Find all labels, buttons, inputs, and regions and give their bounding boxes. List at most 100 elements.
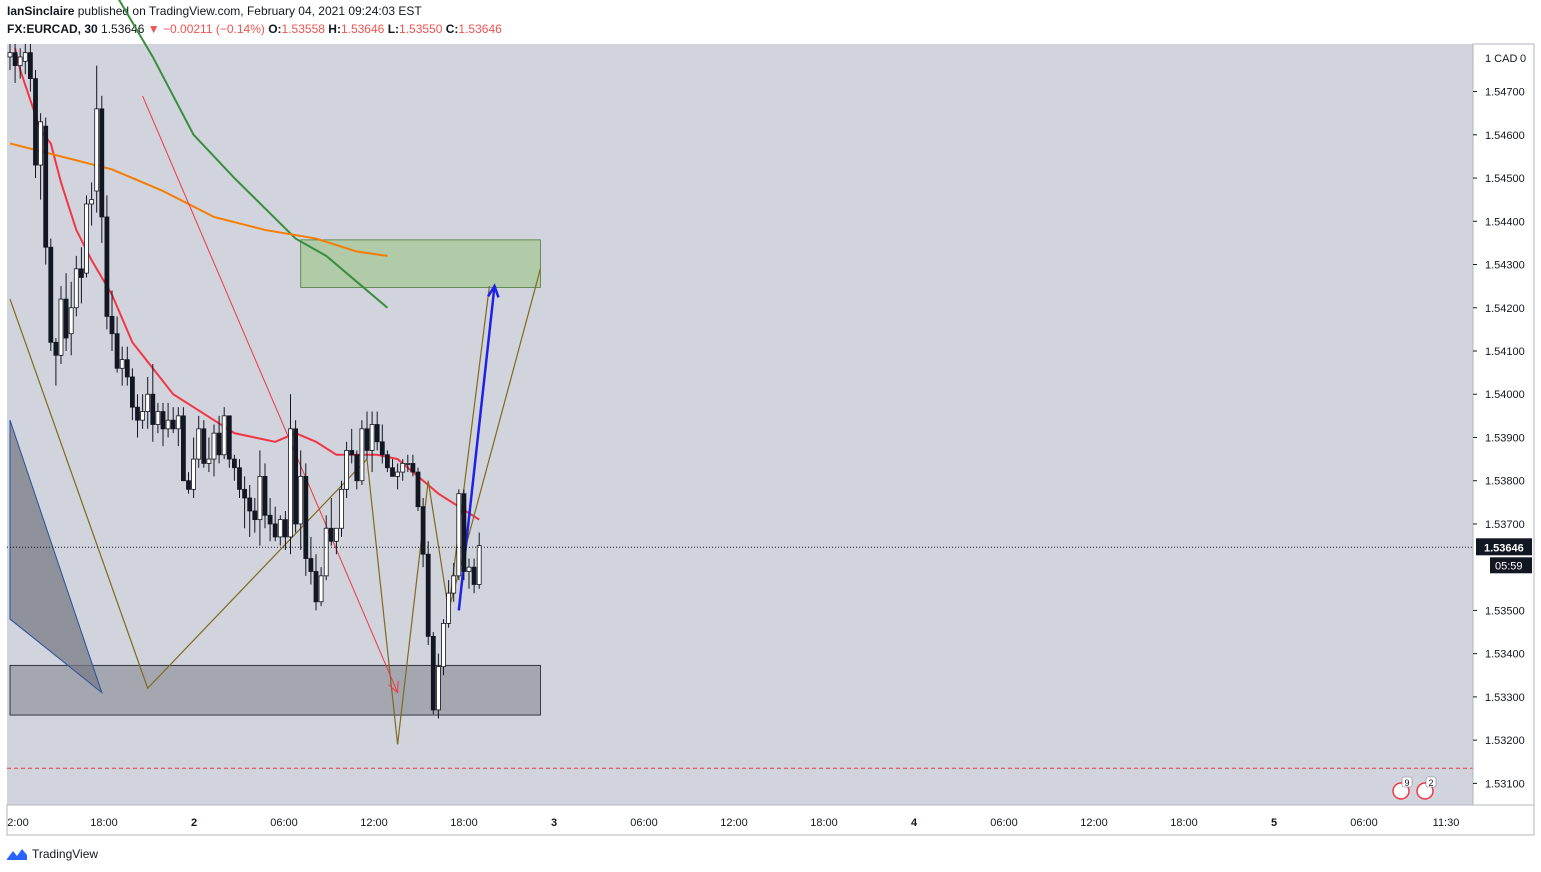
candle-body	[160, 411, 166, 430]
candle-body	[293, 428, 299, 525]
candle-body	[333, 527, 339, 542]
candle-body	[344, 450, 350, 490]
tradingview-logo-icon[interactable]	[6, 847, 28, 861]
candle-body	[308, 558, 314, 572]
candle-body	[180, 415, 186, 482]
candle-body	[104, 216, 110, 317]
y-axis-tick-label: 1.54300	[1485, 260, 1525, 272]
candle-body	[354, 454, 360, 482]
candle-body	[420, 506, 426, 555]
close-value: 1.53646	[458, 22, 502, 36]
candle-body	[328, 527, 334, 542]
candle-body	[323, 527, 329, 577]
candle-body	[369, 424, 375, 451]
high-value: 1.53646	[340, 22, 385, 36]
x-axis-tick-label: 12:00	[720, 817, 748, 829]
x-axis-tick-label: 06:00	[1350, 817, 1378, 829]
y-axis-tick-label: 1.53700	[1485, 519, 1525, 531]
y-axis-tick-label: 1.54100	[1485, 346, 1525, 358]
x-axis-tick-label: 11:30	[1433, 817, 1460, 829]
x-axis-tick-label: 18:00	[1170, 817, 1198, 829]
publication-header: IanSinclaire published on TradingView.co…	[7, 4, 422, 18]
candle-body	[471, 566, 477, 585]
candle-body	[63, 298, 69, 339]
x-axis-tick-label: 12:00	[360, 817, 388, 829]
candle-body	[155, 411, 161, 425]
candle-body	[359, 428, 365, 482]
candle-body	[410, 463, 416, 473]
candle-body	[272, 523, 278, 538]
price-chart[interactable]: 1 CAD 0 1.54700 1.54600 1.54500 1.54400 1.5430…	[0, 0, 1541, 845]
candle-body	[206, 458, 212, 464]
wedge-drawing	[9, 420, 103, 695]
candle-body	[119, 359, 125, 369]
countdown-label: 05:59	[1495, 560, 1523, 572]
candle-body	[94, 108, 100, 192]
price-label-box	[1476, 538, 1532, 556]
candle-body	[374, 424, 380, 443]
candle-body	[27, 52, 33, 79]
candle-body	[221, 415, 227, 456]
moving-average-1	[14, 48, 480, 521]
candle-body	[99, 108, 105, 218]
event-count-badge	[1425, 776, 1437, 788]
candle-body	[140, 411, 146, 421]
time-axis[interactable]	[6, 804, 1535, 836]
candle-body	[476, 545, 482, 585]
x-axis-tick-label: 2	[191, 817, 197, 829]
y-axis-tick-label: 1.53500	[1485, 605, 1525, 617]
y-axis-tick-label: 1.53100	[1485, 778, 1525, 790]
countdown-box	[1490, 557, 1532, 574]
author-name[interactable]: IanSinclaire	[7, 4, 75, 18]
candle-body	[201, 428, 207, 464]
candle-body	[216, 432, 222, 456]
x-axis-tick-label: 18:00	[90, 817, 118, 829]
candle-body	[282, 519, 288, 538]
candle-body	[84, 203, 89, 274]
brand-name[interactable]: TradingView	[32, 847, 99, 861]
candle-body	[17, 56, 23, 67]
y-axis-tick-label: 1.53300	[1485, 692, 1525, 704]
y-axis-tick-label: 1.53800	[1485, 476, 1525, 488]
candle-body	[405, 463, 411, 465]
y-axis-tick-label: 1.54600	[1485, 130, 1525, 142]
candle-body	[247, 497, 253, 512]
price-axis[interactable]	[1472, 43, 1535, 806]
y-axis-tick-label: 1.53200	[1485, 735, 1525, 747]
candle-body	[124, 359, 130, 378]
candle-body	[175, 415, 181, 430]
candle-body	[73, 268, 79, 309]
candle-body	[252, 510, 258, 521]
red-trend-arrow-head	[388, 680, 399, 694]
y-axis-tick-label: 1.53900	[1485, 432, 1525, 444]
candle-body	[318, 575, 324, 603]
candle-body	[384, 454, 390, 469]
price-label: 1.53646	[1484, 542, 1524, 554]
x-axis-tick-label: 18:00	[810, 817, 838, 829]
x-axis-tick-label: 06:00	[270, 817, 298, 829]
open-label: O:	[268, 22, 282, 36]
candle-body	[262, 475, 268, 516]
candle-body	[43, 125, 49, 248]
y-axis-unit-label: 1 CAD	[1485, 53, 1517, 65]
candle-body	[313, 571, 319, 603]
candle-body	[461, 493, 467, 572]
candle-body	[257, 475, 263, 521]
red-trend-arrow	[142, 95, 399, 693]
low-label: L:	[387, 22, 400, 36]
symbol-label[interactable]: FX:EURCAD, 30	[7, 22, 98, 36]
target-zone	[300, 239, 541, 288]
candle-body	[186, 480, 191, 490]
y-axis-tick-label: 1.54700	[1485, 87, 1525, 99]
candle-body	[364, 428, 370, 451]
candle-body	[303, 475, 309, 559]
candle-body	[165, 419, 171, 430]
candle-body	[191, 458, 197, 490]
candle-body	[89, 199, 94, 205]
y-axis-unit-count: 0	[1520, 53, 1526, 65]
candle-body	[58, 298, 64, 356]
candle-body	[435, 666, 441, 711]
candle-body	[231, 458, 237, 469]
candle-body	[441, 622, 446, 668]
